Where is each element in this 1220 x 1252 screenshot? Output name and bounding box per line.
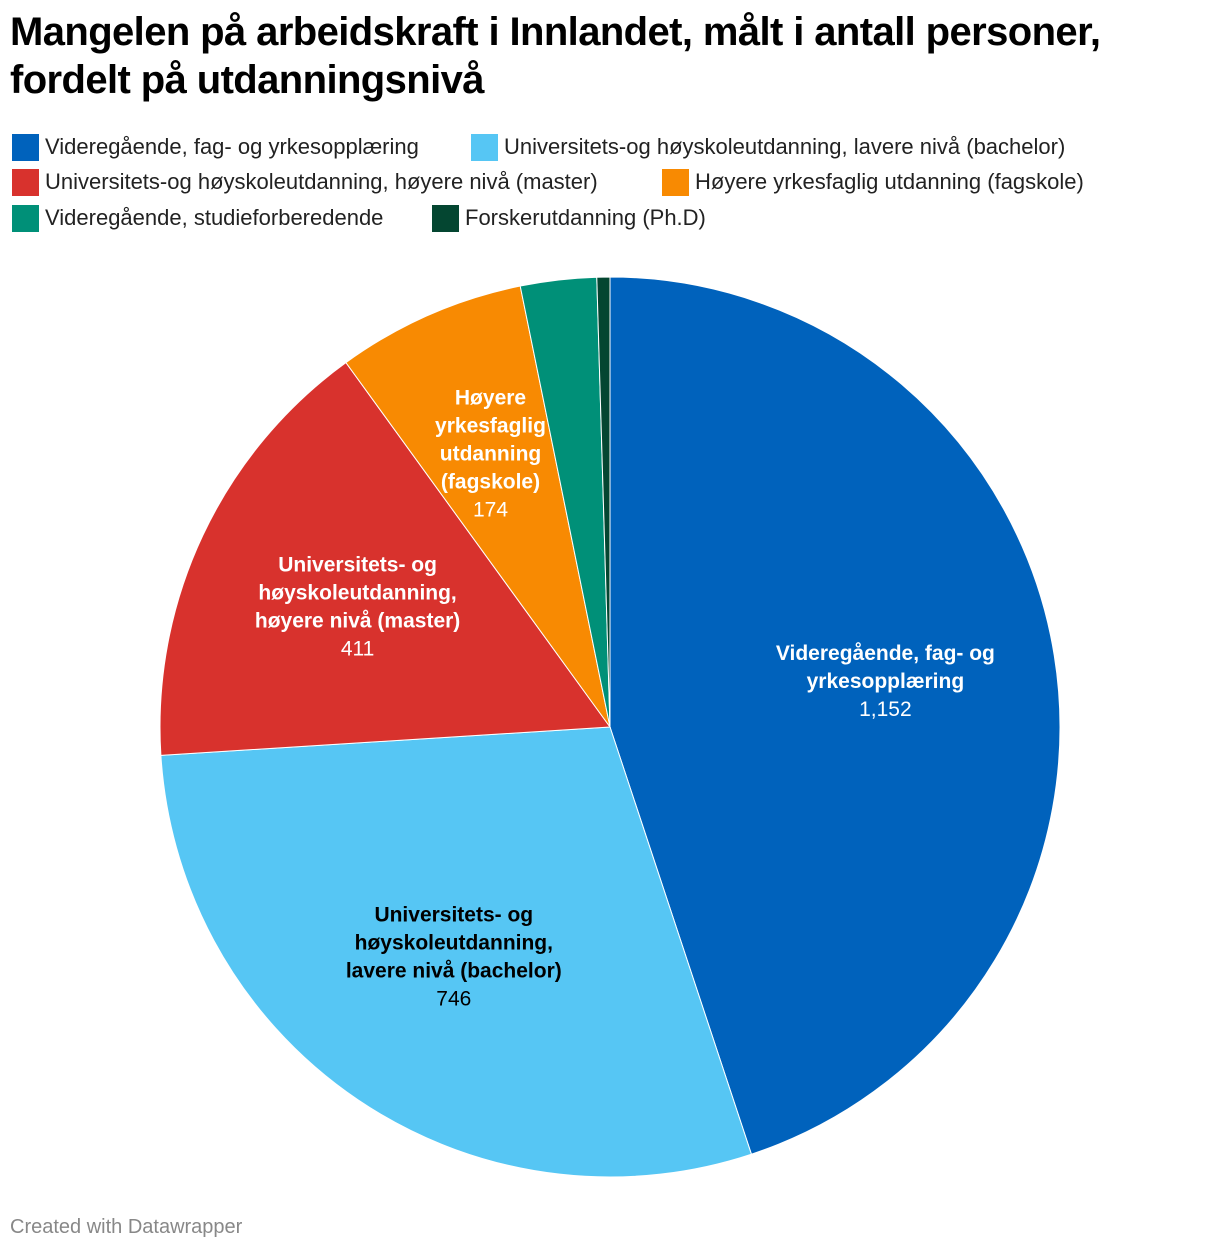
pie-slice [160, 726, 753, 1178]
slice-label: høyskoleutdanning, [258, 582, 456, 605]
slice-label: høyskoleutdanning, [355, 932, 553, 955]
slice-label: høyere nivå (master) [255, 610, 460, 633]
chart-title: Mangelen på arbeidskraft i Innlandet, må… [10, 10, 1101, 102]
legend-item: Universitets-og høyskoleutdanning, laver… [471, 131, 1065, 163]
pie-slices [159, 276, 1061, 1178]
slice-value-label: 1,152 [859, 698, 912, 721]
legend-item: Universitets-og høyskoleutdanning, høyer… [12, 166, 598, 198]
pie-labels: Videregående, fag- og yrkesopplæring 1,152… [255, 387, 995, 1011]
legend-item: Forskerutdanning (Ph.D) [432, 202, 706, 234]
slice-label: Videregående, fag- og [776, 642, 995, 665]
legend-label: Universitets-og høyskoleutdanning, høyer… [45, 169, 598, 194]
legend-swatch [12, 168, 39, 196]
pie-slice [345, 285, 611, 728]
pie-slice [159, 361, 611, 756]
slice-label: Universitets- og [278, 554, 437, 577]
legend-swatch [12, 204, 39, 232]
slice-label: utdanning [440, 443, 541, 466]
legend-item: Videregående, fag- og yrkesopplæring [12, 131, 419, 163]
slice-label: Høyere [455, 387, 526, 410]
legend-swatch [432, 204, 459, 232]
pie-slice [609, 276, 1061, 1155]
legend-label: Videregående, studieforberedende [45, 205, 384, 230]
legend-swatch [662, 168, 689, 196]
legend-item: Høyere yrkesfaglig utdanning (fagskole) [662, 166, 1084, 198]
pie-slice [596, 276, 611, 728]
slice-label: Universitets- og [374, 904, 533, 927]
legend-label: Videregående, fag- og yrkesopplæring [45, 134, 419, 159]
legend-label: Universitets-og høyskoleutdanning, laver… [504, 134, 1066, 159]
slice-label: lavere nivå (bachelor) [346, 960, 562, 983]
slice-value-label: 411 [341, 638, 374, 661]
slice-value-label: 174 [473, 499, 508, 522]
legend-label: Forskerutdanning (Ph.D) [465, 205, 706, 230]
legend-item: Videregående, studieforberedende [12, 202, 383, 234]
legend-swatch [471, 133, 498, 161]
slice-label: (fagskole) [441, 471, 540, 494]
legend-label: Høyere yrkesfaglig utdanning (fagskole) [695, 169, 1084, 194]
slice-label: yrkesfaglig [435, 415, 546, 438]
slice-value-label: 746 [436, 988, 471, 1011]
footer-credit: Created with Datawrapper [10, 1216, 243, 1238]
slice-label: yrkesopplæring [807, 670, 965, 693]
legend-swatch [12, 133, 39, 161]
